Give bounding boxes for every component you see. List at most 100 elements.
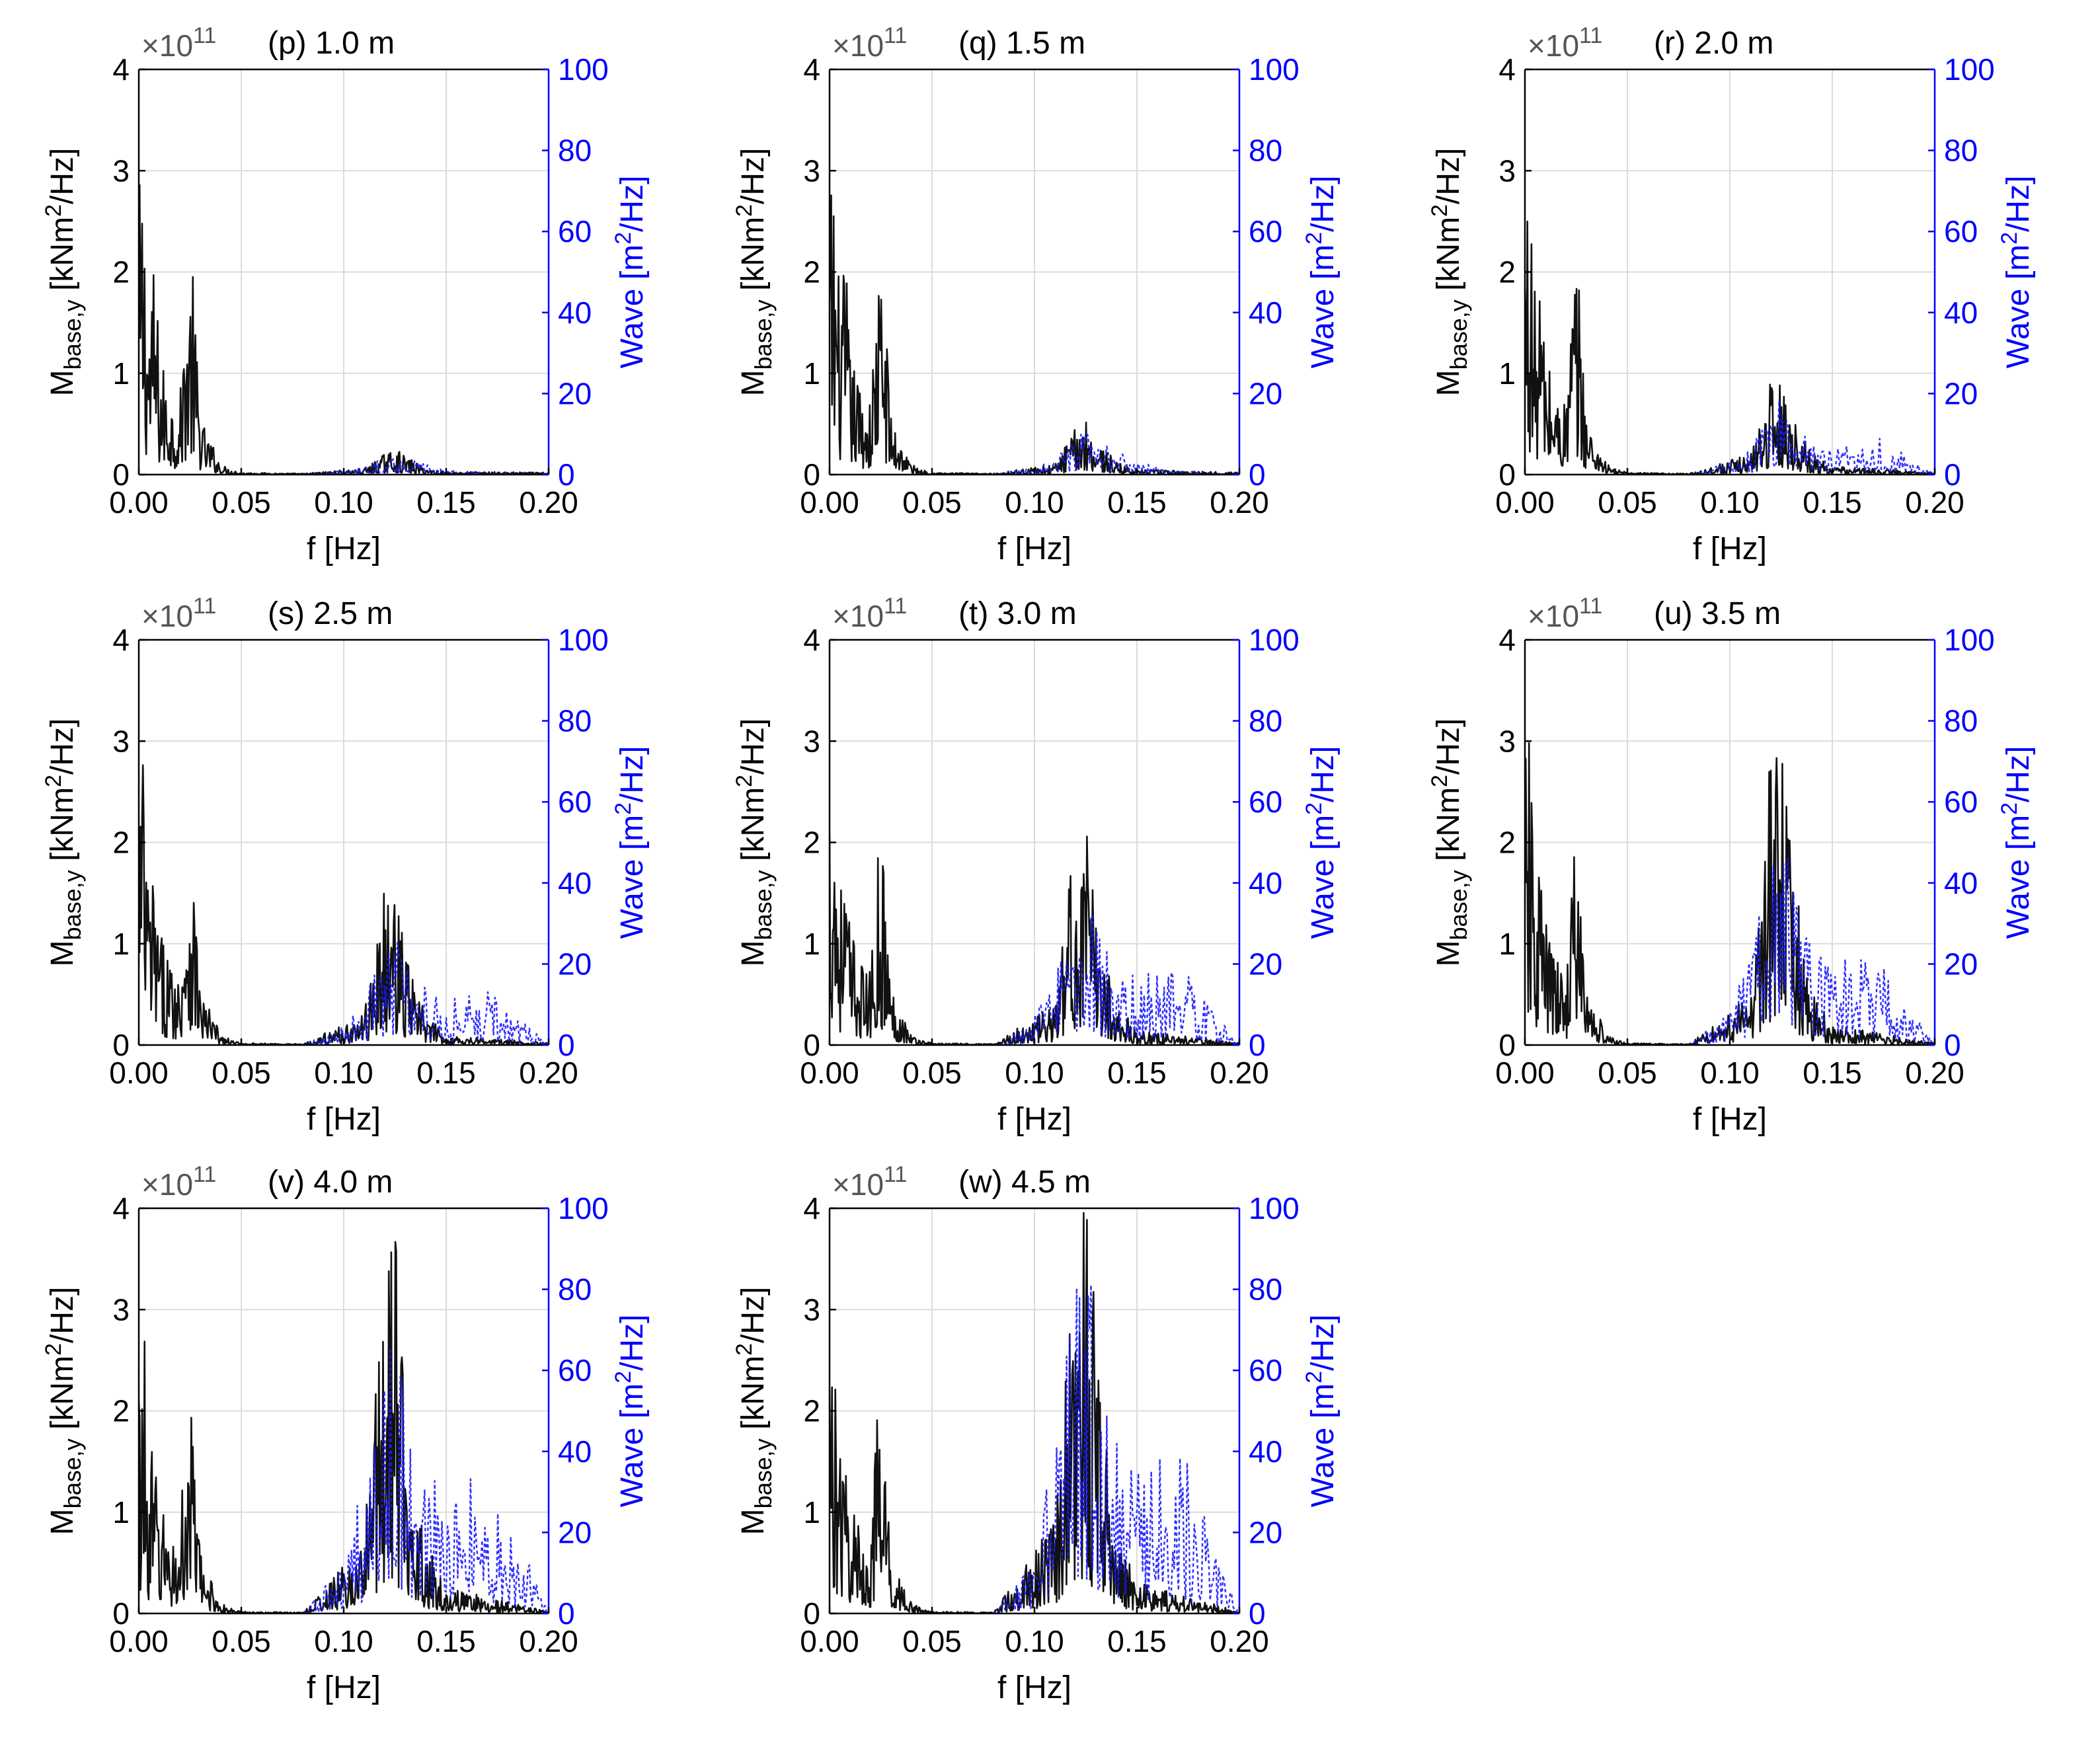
panel-6: 0.00 0.05 0.10 0.15 0.2001234020406080100×10… bbox=[41, 1162, 650, 1705]
y-right-tick-label: 40 bbox=[1944, 866, 1978, 900]
y-right-tick-label: 40 bbox=[1249, 295, 1282, 330]
x-tick-label: 0.10 bbox=[314, 485, 373, 520]
y-left-tick-label: 1 bbox=[1498, 356, 1516, 391]
y-left-tick-label: 3 bbox=[803, 153, 820, 188]
y-right-tick-label: 0 bbox=[1249, 1028, 1266, 1062]
series-wave-line bbox=[1688, 399, 1935, 475]
y-exponent-label: ×1011 bbox=[832, 594, 907, 633]
x-tick-label: 0.20 bbox=[1210, 485, 1269, 520]
y-left-tick-label: 3 bbox=[1498, 153, 1516, 188]
y-left-axis-label: Mbase,y [kNm2/Hz] bbox=[41, 1287, 86, 1535]
y-left-tick-label: 4 bbox=[803, 1191, 820, 1225]
series-wave-line bbox=[302, 1347, 549, 1613]
x-tick-label: 0.20 bbox=[1210, 1056, 1269, 1090]
x-axis-label: f [Hz] bbox=[997, 1670, 1071, 1705]
x-tick-label: 0.15 bbox=[416, 1056, 476, 1090]
y-left-tick-label: 2 bbox=[112, 826, 130, 860]
x-tick-label: 0.05 bbox=[212, 485, 271, 520]
y-right-tick-label: 100 bbox=[1944, 52, 1995, 87]
x-tick-label: 0.10 bbox=[1700, 485, 1760, 520]
series-moment-line bbox=[139, 1241, 549, 1613]
series-wave-line bbox=[1688, 857, 1935, 1045]
y-right-tick-label: 0 bbox=[558, 457, 575, 492]
panel-5: 0.00 0.05 0.10 0.15 0.2001234020406080100×10… bbox=[1427, 594, 2036, 1137]
panel-title: (u) 3.5 m bbox=[1654, 596, 1781, 631]
x-tick-label: 0.15 bbox=[416, 485, 476, 520]
y-left-axis-label: Mbase,y [kNm2/Hz] bbox=[41, 718, 86, 967]
y-left-tick-label: 4 bbox=[1498, 52, 1516, 87]
y-right-tick-label: 100 bbox=[558, 1191, 609, 1225]
x-tick-label: 0.10 bbox=[1005, 1624, 1064, 1658]
y-right-tick-label: 60 bbox=[558, 785, 592, 819]
y-left-tick-label: 2 bbox=[112, 255, 130, 290]
y-right-tick-label: 100 bbox=[558, 52, 609, 87]
series-moment-line bbox=[830, 1212, 1239, 1613]
panel-title: (s) 2.5 m bbox=[268, 596, 393, 631]
x-tick-label: 0.10 bbox=[314, 1056, 373, 1090]
y-right-tick-label: 40 bbox=[1249, 1434, 1282, 1469]
y-right-tick-label: 80 bbox=[558, 704, 592, 738]
series-wave-line bbox=[993, 1284, 1239, 1613]
y-left-axis-label: Mbase,y [kNm2/Hz] bbox=[1427, 148, 1472, 397]
x-tick-label: 0.05 bbox=[212, 1056, 271, 1090]
x-tick-label: 0.20 bbox=[1905, 485, 1964, 520]
x-axis-label: f [Hz] bbox=[997, 531, 1071, 566]
y-left-tick-label: 1 bbox=[112, 356, 130, 391]
y-right-tick-label: 60 bbox=[1249, 1353, 1282, 1387]
x-tick-label: 0.05 bbox=[1598, 485, 1657, 520]
panel-1: 0.00 0.05 0.10 0.15 0.2001234020406080100×10… bbox=[732, 23, 1341, 566]
x-tick-label: 0.00 bbox=[800, 485, 859, 520]
x-tick-label: 0.20 bbox=[519, 1624, 578, 1658]
x-tick-label: 0.15 bbox=[1107, 485, 1167, 520]
y-right-tick-label: 0 bbox=[1944, 1028, 1961, 1062]
y-left-tick-label: 3 bbox=[112, 724, 130, 758]
y-left-tick-label: 2 bbox=[1498, 826, 1516, 860]
x-axis-label: f [Hz] bbox=[307, 1102, 381, 1137]
y-exponent-label: ×1011 bbox=[141, 23, 216, 63]
x-tick-label: 0.05 bbox=[1598, 1056, 1657, 1090]
y-right-tick-label: 20 bbox=[558, 947, 592, 981]
y-left-tick-label: 0 bbox=[112, 1596, 130, 1631]
y-left-axis-label: Mbase,y [kNm2/Hz] bbox=[732, 148, 777, 397]
x-tick-label: 0.15 bbox=[1107, 1056, 1167, 1090]
y-right-tick-label: 80 bbox=[1944, 134, 1978, 168]
x-tick-label: 0.20 bbox=[1210, 1624, 1269, 1658]
y-left-tick-label: 0 bbox=[112, 1028, 130, 1062]
y-right-tick-label: 60 bbox=[558, 214, 592, 249]
y-exponent-label: ×1011 bbox=[832, 23, 907, 63]
x-tick-label: 0.00 bbox=[800, 1056, 859, 1090]
x-axis-label: f [Hz] bbox=[1693, 531, 1767, 566]
y-exponent-label: ×1011 bbox=[141, 594, 216, 633]
y-right-tick-label: 20 bbox=[1249, 376, 1282, 410]
y-left-tick-label: 2 bbox=[803, 255, 820, 290]
y-left-tick-label: 1 bbox=[803, 1495, 820, 1530]
panel-7: 0.00 0.05 0.10 0.15 0.2001234020406080100×10… bbox=[732, 1162, 1341, 1705]
y-left-tick-label: 4 bbox=[112, 1191, 130, 1225]
x-tick-label: 0.15 bbox=[416, 1624, 476, 1658]
x-tick-label: 0.15 bbox=[1803, 485, 1862, 520]
y-left-tick-label: 0 bbox=[1498, 457, 1516, 492]
y-right-tick-label: 0 bbox=[558, 1028, 575, 1062]
y-left-tick-label: 0 bbox=[803, 1596, 820, 1631]
y-exponent-label: ×1011 bbox=[1528, 23, 1602, 63]
y-right-tick-label: 40 bbox=[558, 295, 592, 330]
panel-4: 0.00 0.05 0.10 0.15 0.2001234020406080100×10… bbox=[732, 594, 1341, 1137]
y-left-tick-label: 3 bbox=[803, 1292, 820, 1327]
y-left-tick-label: 4 bbox=[803, 52, 820, 87]
x-tick-label: 0.20 bbox=[519, 485, 578, 520]
series-moment-line bbox=[830, 834, 1239, 1045]
y-right-tick-label: 60 bbox=[558, 1353, 592, 1387]
series-wave-line bbox=[993, 913, 1239, 1045]
x-tick-label: 0.00 bbox=[800, 1624, 859, 1658]
y-left-axis-label: Mbase,y [kNm2/Hz] bbox=[732, 718, 777, 967]
x-tick-label: 0.10 bbox=[1005, 485, 1064, 520]
y-right-tick-label: 0 bbox=[1249, 1596, 1266, 1631]
x-tick-label: 0.15 bbox=[1107, 1624, 1167, 1658]
y-right-tick-label: 60 bbox=[1944, 214, 1978, 249]
y-right-tick-label: 100 bbox=[1249, 1191, 1300, 1225]
panel-title: (w) 4.5 m bbox=[958, 1165, 1091, 1200]
panel-2: 0.00 0.05 0.10 0.15 0.2001234020406080100×10… bbox=[1427, 23, 2036, 566]
x-tick-label: 0.00 bbox=[1495, 485, 1555, 520]
x-tick-label: 0.00 bbox=[1495, 1056, 1555, 1090]
